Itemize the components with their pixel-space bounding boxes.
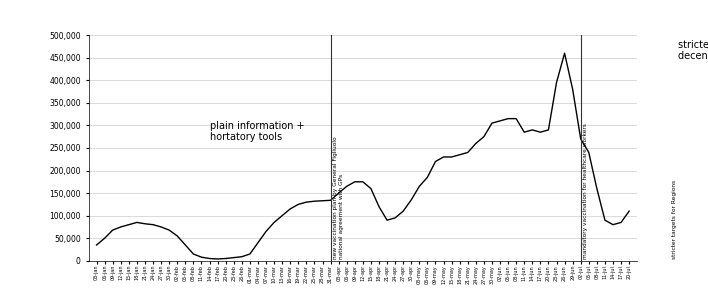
Text: stricter targets for Regions: stricter targets for Regions <box>672 179 677 258</box>
Text: stricter targets for Regions and progressive
decentralization of vaccination poi: stricter targets for Regions and progres… <box>678 40 708 61</box>
Text: mandatory vaccination for healthcare workers: mandatory vaccination for healthcare wor… <box>583 123 588 258</box>
Text: plain information +
hortatory tools: plain information + hortatory tools <box>210 121 304 142</box>
Text: new vaccination plan by General Figliuolo
national agreement with GPs: new vaccination plan by General Figliuol… <box>333 136 344 258</box>
